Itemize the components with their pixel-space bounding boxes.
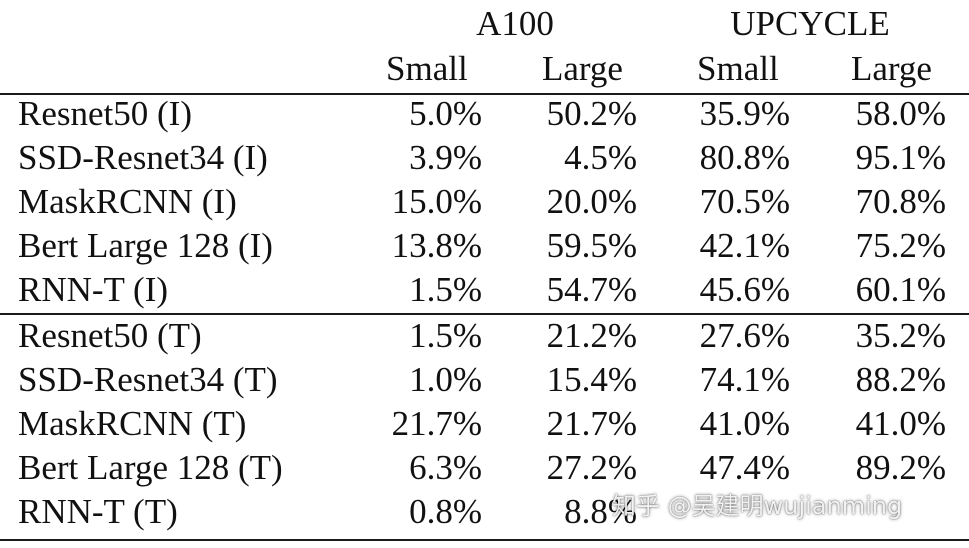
- table-row: Resnet50 (T) 1.5% 21.2% 27.6% 35.2%: [0, 314, 969, 358]
- cell-upcycle-small: 74.1%: [699, 360, 790, 399]
- table-row: Bert Large 128 (I) 13.8% 59.5% 42.1% 75.…: [0, 224, 969, 268]
- cell-a100-small: 0.8%: [409, 492, 482, 531]
- header-rule: [0, 93, 969, 95]
- header-upcycle-small: Small: [697, 49, 779, 88]
- cell-upcycle-small: 45.6%: [699, 270, 790, 309]
- cell-upcycle-small: 47.4%: [699, 448, 790, 487]
- row-name: SSD-Resnet34 (I): [18, 138, 268, 177]
- cell-upcycle-small: 80.8%: [699, 138, 790, 177]
- row-name: SSD-Resnet34 (T): [18, 360, 278, 399]
- cell-upcycle-small: 42.1%: [699, 226, 790, 265]
- cell-a100-small: 3.9%: [409, 138, 482, 177]
- cell-a100-large: 8.8%: [564, 492, 637, 531]
- row-name: Resnet50 (T): [18, 316, 202, 355]
- bottom-rule: [0, 539, 969, 541]
- row-name: RNN-T (T): [18, 492, 178, 531]
- cell-upcycle-large: 89.2%: [855, 448, 946, 487]
- cell-a100-small: 1.5%: [409, 270, 482, 309]
- row-name: RNN-T (I): [18, 270, 169, 309]
- row-name: MaskRCNN (I): [18, 182, 237, 221]
- cell-a100-large: 15.4%: [546, 360, 637, 399]
- cell-a100-large: 4.5%: [564, 138, 637, 177]
- watermark-text: 知乎 @吴建明wujianming: [612, 492, 903, 520]
- cell-upcycle-small: 27.6%: [699, 316, 790, 355]
- cell-a100-large: 27.2%: [546, 448, 637, 487]
- cell-upcycle-large: 41.0%: [855, 404, 946, 443]
- table-row: Bert Large 128 (T) 6.3% 27.2% 47.4% 89.2…: [0, 446, 969, 490]
- cell-a100-small: 13.8%: [391, 226, 482, 265]
- cell-upcycle-large: 58.0%: [855, 94, 946, 133]
- table-row: MaskRCNN (I) 15.0% 20.0% 70.5% 70.8%: [0, 180, 969, 224]
- cell-upcycle-large: 75.2%: [855, 226, 946, 265]
- cell-a100-small: 15.0%: [391, 182, 482, 221]
- cell-a100-large: 20.0%: [546, 182, 637, 221]
- cell-upcycle-large: 88.2%: [855, 360, 946, 399]
- row-name: MaskRCNN (T): [18, 404, 247, 443]
- cell-upcycle-large: 95.1%: [855, 138, 946, 177]
- header-group-upcycle: UPCYCLE: [730, 4, 890, 43]
- cell-a100-small: 21.7%: [391, 404, 482, 443]
- header-a100-large: Large: [542, 49, 623, 88]
- header-a100-small: Small: [386, 49, 468, 88]
- cell-a100-large: 59.5%: [546, 226, 637, 265]
- cell-upcycle-small: 41.0%: [699, 404, 790, 443]
- table-row: RNN-T (I) 1.5% 54.7% 45.6% 60.1%: [0, 268, 969, 312]
- cell-a100-large: 50.2%: [546, 94, 637, 133]
- cell-a100-large: 21.2%: [546, 316, 637, 355]
- table-row: MaskRCNN (T) 21.7% 21.7% 41.0% 41.0%: [0, 402, 969, 446]
- row-name: Resnet50 (I): [18, 94, 192, 133]
- header-group-a100: A100: [476, 4, 554, 43]
- cell-upcycle-small: 35.9%: [699, 94, 790, 133]
- row-name: Bert Large 128 (I): [18, 226, 273, 265]
- header-upcycle-large: Large: [851, 49, 932, 88]
- cell-upcycle-small: 70.5%: [699, 182, 790, 221]
- table-row: Resnet50 (I) 5.0% 50.2% 35.9% 58.0%: [0, 92, 969, 136]
- cell-a100-large: 54.7%: [546, 270, 637, 309]
- cell-a100-small: 6.3%: [409, 448, 482, 487]
- cell-a100-small: 1.0%: [409, 360, 482, 399]
- cell-upcycle-large: 70.8%: [855, 182, 946, 221]
- cell-a100-small: 1.5%: [409, 316, 482, 355]
- cell-upcycle-large: 35.2%: [855, 316, 946, 355]
- table-row: RNN-T (T) 0.8% 8.8%: [0, 490, 969, 534]
- table-row: SSD-Resnet34 (T) 1.0% 15.4% 74.1% 88.2%: [0, 358, 969, 402]
- section-rule: [0, 313, 969, 315]
- cell-upcycle-large: 60.1%: [855, 270, 946, 309]
- row-name: Bert Large 128 (T): [18, 448, 283, 487]
- table-row: SSD-Resnet34 (I) 3.9% 4.5% 80.8% 95.1%: [0, 136, 969, 180]
- cell-a100-small: 5.0%: [409, 94, 482, 133]
- cell-a100-large: 21.7%: [546, 404, 637, 443]
